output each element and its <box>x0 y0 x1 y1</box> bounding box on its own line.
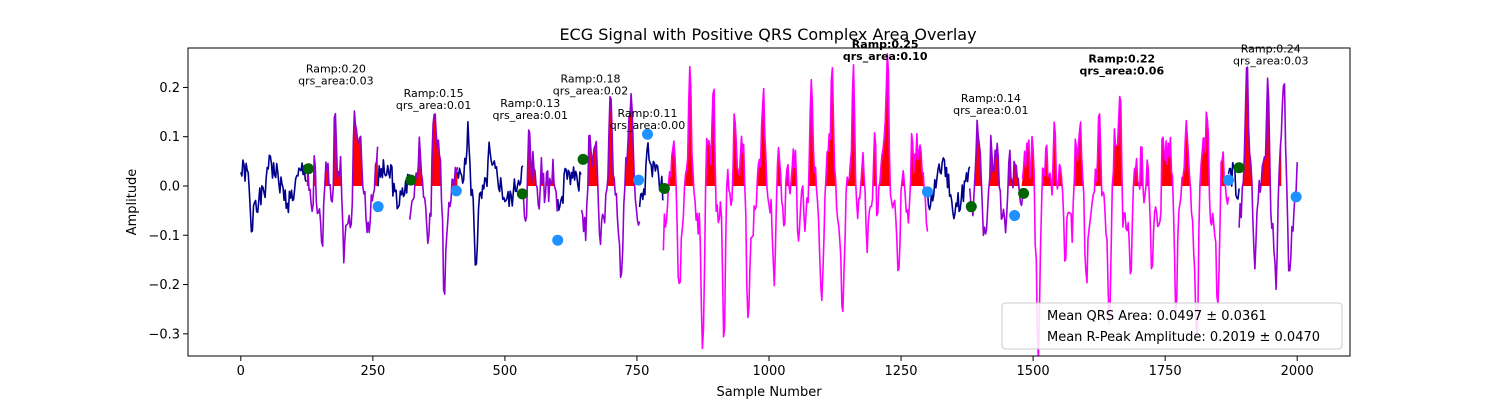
signal-segment <box>522 129 558 222</box>
qrs-offset-marker <box>1223 174 1235 186</box>
qrs-area-annotation: qrs_area:0.00 <box>610 119 685 132</box>
y-tick-label: 0.0 <box>159 179 180 194</box>
signal-segment <box>409 113 459 295</box>
qrs-onset-marker <box>405 174 417 186</box>
qrs-offset-marker <box>450 185 462 197</box>
qrs-area-annotation: qrs_area:0.01 <box>953 104 1028 117</box>
qrs-offset-marker <box>633 174 645 186</box>
legend-entry-mean-r-peak-amplitude: Mean R-Peak Amplitude: 0.2019 ± 0.0470 <box>1047 330 1320 345</box>
y-tick-label: 0.1 <box>159 130 180 145</box>
y-tick-label: −0.3 <box>148 327 180 342</box>
x-tick-label: 1750 <box>1149 364 1182 379</box>
x-tick-label: 1000 <box>752 364 785 379</box>
ecg-signal-layer <box>240 53 1298 356</box>
qrs-onset-marker <box>302 163 314 175</box>
signal-segment <box>240 154 308 233</box>
y-axis-label: Amplitude <box>125 169 140 236</box>
qrs-offset-marker <box>552 234 564 246</box>
qrs-onset-marker <box>965 201 977 213</box>
x-tick-label: 250 <box>360 364 385 379</box>
signal-segment <box>1021 95 1230 356</box>
signal-segment <box>638 142 664 208</box>
x-tick-label: 2000 <box>1281 364 1314 379</box>
ramp-annotation: Ramp:0.24 <box>1241 43 1301 56</box>
ramp-annotation: Ramp:0.13 <box>500 97 560 110</box>
x-tick-label: 1500 <box>1017 364 1050 379</box>
signal-segment <box>926 157 971 220</box>
chart-title: ECG Signal with Positive QRS Complex Are… <box>559 25 976 44</box>
ramp-annotation: Ramp:0.14 <box>961 92 1021 105</box>
qrs-area-fill <box>306 111 379 186</box>
y-tick-label: 0.2 <box>159 81 180 96</box>
legend-entry-mean-qrs-area: Mean QRS Area: 0.0497 ± 0.0361 <box>1047 309 1267 324</box>
qrs-area-annotation: qrs_area:0.06 <box>1080 65 1165 78</box>
legend-box <box>1001 302 1343 350</box>
qrs-area-annotation: qrs_area:0.03 <box>298 74 373 87</box>
ramp-annotation: Ramp:0.22 <box>1088 53 1155 66</box>
ramp-annotation: Ramp:0.11 <box>617 107 677 120</box>
signal-segment <box>456 121 524 266</box>
qrs-onset-marker <box>1018 187 1030 199</box>
qrs-area-annotation: qrs_area:0.01 <box>493 109 568 122</box>
qrs-area-annotation: qrs_area:0.01 <box>396 99 471 112</box>
qrs-area-annotation: qrs_area:0.10 <box>843 50 928 63</box>
signal-segment <box>556 166 582 211</box>
x-tick-label: 500 <box>492 364 517 379</box>
axis-layer: 0 250 500 750 1000 1250 1500 1750 2000 −0.3 −0.2 −0… <box>148 81 1313 379</box>
qrs-offset-marker <box>1009 210 1021 222</box>
signal-segment <box>377 159 411 210</box>
y-tick-label: −0.1 <box>148 229 180 244</box>
signal-segment <box>968 119 1024 237</box>
qrs-offset-marker <box>921 186 933 198</box>
qrs-area-fill <box>409 114 458 186</box>
y-tick-label: −0.2 <box>148 278 180 293</box>
qrs-area-annotation: qrs_area:0.02 <box>553 84 628 97</box>
ramp-annotation: Ramp:0.18 <box>560 72 620 85</box>
signal-segment <box>306 110 379 264</box>
x-tick-label: 0 <box>237 364 245 379</box>
x-tick-label: 750 <box>625 364 650 379</box>
marker-layer <box>302 128 1302 246</box>
qrs-onset-marker <box>516 188 528 200</box>
qrs-area-fill <box>581 93 640 186</box>
x-axis-label: Sample Number <box>716 385 822 400</box>
ramp-annotation: Ramp:0.20 <box>306 62 366 75</box>
qrs-area-annotation: qrs_area:0.03 <box>1233 55 1308 68</box>
x-tick-label: 1250 <box>884 364 917 379</box>
qrs-offset-marker <box>372 201 384 213</box>
signal-segment <box>1238 66 1298 291</box>
qrs-onset-marker <box>658 182 670 194</box>
ramp-annotation: Ramp:0.15 <box>404 87 464 100</box>
qrs-offset-marker <box>1290 191 1302 203</box>
signal-segment <box>580 92 641 279</box>
signal-segment <box>662 53 929 350</box>
qrs-offset-marker <box>642 128 654 140</box>
qrs-onset-marker <box>1233 162 1245 174</box>
legend: Mean QRS Area: 0.0497 ± 0.0361 Mean R-Pe… <box>1001 302 1343 350</box>
qrs-onset-marker <box>577 153 589 165</box>
